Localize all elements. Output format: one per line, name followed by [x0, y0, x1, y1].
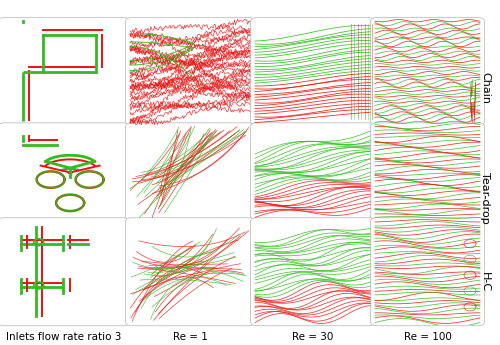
FancyBboxPatch shape — [126, 18, 254, 126]
Text: Inlets flow rate ratio 3: Inlets flow rate ratio 3 — [6, 332, 121, 342]
FancyBboxPatch shape — [0, 123, 130, 220]
Text: Tear-drop: Tear-drop — [480, 172, 490, 224]
FancyBboxPatch shape — [370, 123, 484, 220]
Text: Chain: Chain — [480, 72, 490, 103]
FancyBboxPatch shape — [250, 218, 374, 326]
Text: Re = 30: Re = 30 — [292, 332, 333, 342]
Text: Re = 100: Re = 100 — [404, 332, 452, 342]
FancyBboxPatch shape — [370, 218, 484, 326]
Text: H-C: H-C — [480, 272, 490, 292]
FancyBboxPatch shape — [250, 123, 374, 220]
FancyBboxPatch shape — [126, 123, 254, 220]
Text: Re = 1: Re = 1 — [172, 332, 208, 342]
FancyBboxPatch shape — [370, 18, 484, 126]
FancyBboxPatch shape — [250, 18, 374, 126]
FancyBboxPatch shape — [0, 218, 130, 326]
FancyBboxPatch shape — [126, 218, 254, 326]
FancyBboxPatch shape — [0, 18, 130, 126]
